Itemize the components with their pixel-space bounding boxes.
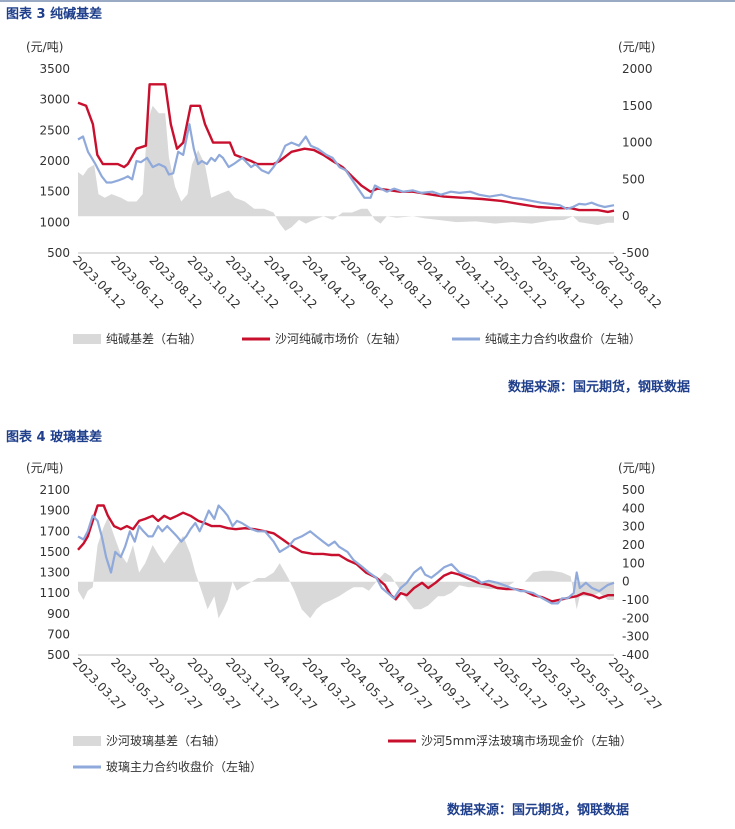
right-tick-label: 500 [622, 483, 645, 497]
right-axis-unit: (元/吨) [618, 40, 655, 54]
left-tick-label: 3500 [39, 62, 70, 76]
legend-basis-swatch [73, 736, 101, 746]
right-tick-label: 400 [622, 501, 645, 515]
figure1-source: 数据来源：国元期货，钢联数据 [508, 380, 691, 395]
basis-area-series [78, 517, 614, 619]
legend-spot-label: 沙河5mm浮法玻璃市场现金价（左轴） [421, 733, 632, 748]
futures-close-line-series [77, 123, 615, 210]
left-tick-label: 500 [47, 246, 70, 260]
left-tick-label: 2500 [39, 123, 70, 137]
soda-ash-basis-chart: (元/吨) (元/吨) 3500 3000 2500 2000 1500 1000 500 200… [26, 40, 664, 346]
futures-close-line-series [77, 504, 615, 605]
legend-spot-label: 沙河纯碱市场价（左轴） [275, 331, 407, 346]
legend-futures-label: 纯碱主力合约收盘价（左轴） [485, 331, 641, 346]
left-tick-label: 1500 [39, 545, 70, 559]
left-axis-unit: (元/吨) [26, 40, 63, 54]
right-tick-label: 200 [622, 538, 645, 552]
right-tick-label: 2000 [622, 62, 653, 76]
right-tick-label: -200 [622, 611, 649, 625]
right-tick-label: -100 [622, 593, 649, 607]
legend-basis-label: 纯碱基差（右轴） [106, 331, 202, 346]
right-tick-label: -400 [622, 648, 649, 662]
left-tick-label: 1500 [39, 185, 70, 199]
spot-price-line-series [77, 83, 615, 214]
left-axis-unit: (元/吨) [26, 461, 63, 475]
glass-basis-chart: (元/吨) (元/吨) 2100 1900 1700 1500 1300 1100 900 700… [26, 461, 664, 774]
right-tick-label: 1000 [622, 136, 653, 150]
right-axis-unit: (元/吨) [618, 461, 655, 475]
right-tick-label: 0 [622, 575, 630, 589]
basis-area-series [78, 105, 614, 231]
left-tick-label: 900 [47, 607, 70, 621]
right-tick-label: 500 [622, 172, 645, 186]
right-tick-label: 1500 [622, 99, 653, 113]
top-rule [0, 0, 735, 2]
right-tick-label: 0 [622, 209, 630, 223]
right-tick-label: -300 [622, 630, 649, 644]
figure2-caption: 图表 4 玻璃基差 [6, 430, 103, 445]
left-tick-label: 1300 [39, 566, 70, 580]
right-tick-label: 100 [622, 556, 645, 570]
right-tick-label: 300 [622, 520, 645, 534]
left-tick-label: 2100 [39, 483, 70, 497]
right-tick-label: -500 [622, 246, 649, 260]
left-tick-label: 1100 [39, 586, 70, 600]
left-tick-label: 500 [47, 648, 70, 662]
left-tick-label: 1000 [39, 215, 70, 229]
left-tick-label: 2000 [39, 154, 70, 168]
figure2-source: 数据来源：国元期货，钢联数据 [447, 803, 630, 818]
left-tick-label: 1900 [39, 504, 70, 518]
left-tick-label: 3000 [39, 93, 70, 107]
figure1-caption: 图表 3 纯碱基差 [6, 7, 103, 22]
legend-basis-label: 沙河玻璃基差（右轴） [106, 733, 226, 748]
legend-basis-swatch [73, 334, 101, 344]
left-tick-label: 1700 [39, 524, 70, 538]
legend-futures-label: 玻璃主力合约收盘价（左轴） [106, 759, 262, 774]
left-tick-label: 700 [47, 627, 70, 641]
